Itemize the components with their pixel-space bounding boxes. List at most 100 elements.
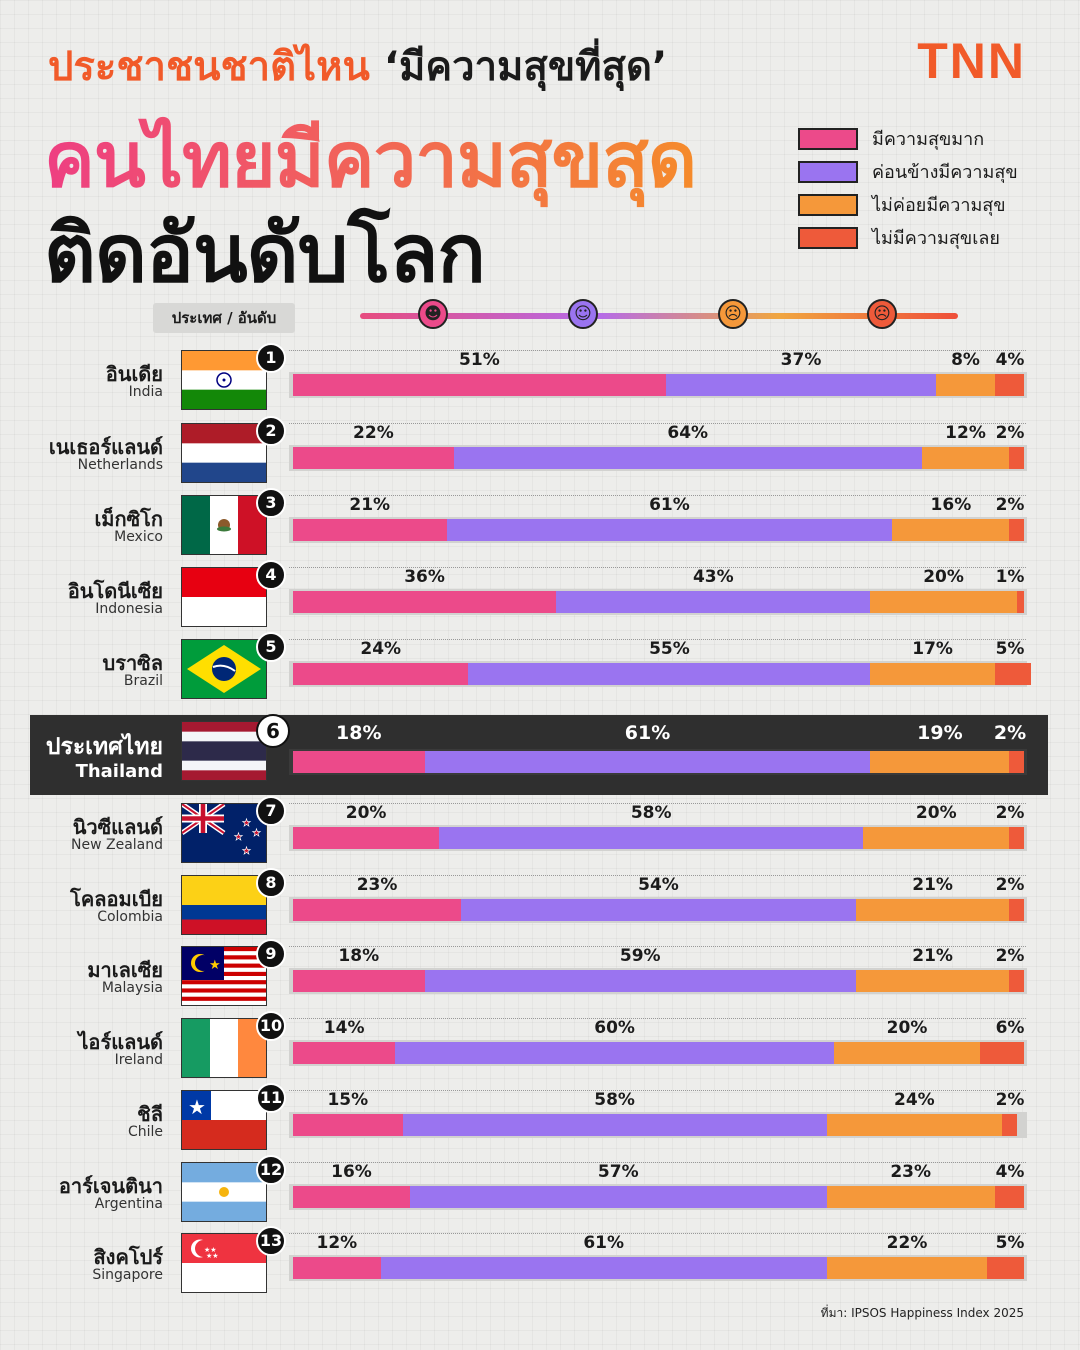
data-label-not-happy: 2% [995,423,1025,443]
bar-segment-rather-happy [424,970,856,992]
mexico-flag-icon [181,495,267,555]
country-name-th: อินโดนีเซีย [67,579,163,603]
stacked-bar [293,1114,1024,1136]
data-label-not-happy: 2% [995,875,1025,895]
rank-badge: 9 [256,939,286,969]
row-divider [289,1162,1026,1163]
rank-badge: 3 [256,488,286,518]
legend-item-not-happy: ไม่มีความสุขเลย [798,221,1018,254]
country-row: สิงคโปร์ Singapore ★★ ★★ 13 12% 61% 22% 5% [0,1226,1080,1305]
bar-segment-not-happy [994,1186,1024,1208]
bar-segment-not-very-happy [826,1186,995,1208]
chile-flag-icon: ★ [181,1090,267,1150]
country-name-en: Malaysia [101,980,163,996]
country-name-en: Mexico [114,529,163,545]
country-row: นิวซีแลนด์ New Zealand ★ ★ ★ ★ 7 20% 58% 20% 2% [0,796,1080,875]
bar-segment-not-happy [1009,827,1024,849]
new-zealand-flag-icon: ★ ★ ★ ★ [181,803,267,863]
row-divider [289,1090,1026,1091]
bar-segment-rather-happy [665,374,937,396]
netherlands-flag-icon [181,423,267,483]
country-name-th: ชิลี [137,1102,163,1126]
data-label-not-very-happy: 20% [915,803,957,823]
svg-text:★★: ★★ [204,1246,217,1254]
headline-question: ประชาชนชาติไหน ‘มีความสุขที่สุด’ [48,34,667,98]
row-divider [289,639,1026,640]
stacked-bar [293,751,1024,773]
bar-segment-very-happy [293,374,666,396]
data-label-very-happy: 36% [404,567,445,587]
data-label-not-happy: 4% [995,1162,1025,1182]
country-name-en: Singapore [92,1267,163,1283]
stacked-bar [293,899,1024,921]
svg-text:★★: ★★ [206,1252,219,1260]
data-label-rather-happy: 37% [780,350,822,370]
bar-segment-not-very-happy [826,1257,988,1279]
data-label-not-happy: 6% [995,1018,1025,1038]
data-label-rather-happy: 55% [649,639,690,659]
row-divider [289,495,1026,496]
ireland-flag-icon [181,1018,267,1078]
country-name-th: เนเธอร์แลนด์ [48,435,163,459]
country-row: ประเทศไทย Thailand 6 18% 61% 19% 2% [0,713,1080,795]
data-label-very-happy: 18% [336,722,382,744]
country-name-en: Argentina [94,1196,163,1212]
colombia-flag-icon [181,875,267,935]
data-label-very-happy: 18% [338,946,380,966]
bar-segment-not-very-happy [892,519,1010,541]
row-divider [289,350,1026,351]
legend-swatch [798,127,858,150]
data-label-rather-happy: 57% [597,1162,639,1182]
data-label-very-happy: 24% [360,639,402,659]
data-label-not-happy: 1% [995,567,1025,587]
bar-segment-not-happy [1009,899,1024,921]
data-label-rather-happy: 59% [619,946,661,966]
country-name-th: บราซิล [102,651,164,675]
bar-segment-rather-happy [468,663,871,685]
rank-badge: 7 [256,796,286,826]
data-label-rather-happy: 58% [594,1090,635,1110]
rank-badge: 12 [256,1155,286,1185]
data-label-not-happy: 2% [995,1090,1025,1110]
bar-segment-very-happy [293,1257,381,1279]
bar-segment-very-happy [293,899,462,921]
data-label-not-very-happy: 21% [912,946,953,966]
svg-text:★: ★ [188,1095,206,1119]
singapore-flag-icon: ★★ ★★ [181,1233,267,1293]
stacked-bar [293,970,1024,992]
data-label-not-very-happy: 24% [893,1090,935,1110]
bar-segment-very-happy [293,1042,396,1064]
bar-segment-rather-happy [424,751,871,773]
data-label-very-happy: 21% [349,495,391,515]
country-name-th: สิงคโปร์ [93,1245,163,1269]
bar-segment-not-very-happy [863,827,1010,849]
bar-segment-very-happy [293,519,447,541]
rank-badge: 11 [256,1083,286,1113]
malaysia-flag-icon: ★ [181,946,267,1006]
country-name-th: ประเทศไทย [45,734,163,760]
india-flag-icon [181,350,267,410]
indonesia-flag-icon [181,567,267,627]
country-name-en: Brazil [123,673,163,689]
data-label-not-very-happy: 12% [945,423,986,443]
legend-swatch [798,193,858,216]
data-label-rather-happy: 60% [594,1018,635,1038]
data-label-not-very-happy: 17% [912,639,953,659]
bar-segment-not-very-happy [936,374,995,396]
data-label-rather-happy: 61% [624,722,671,744]
bar-segment-rather-happy [380,1257,827,1279]
legend-item-very-happy: มีความสุขมาก [798,122,1018,155]
data-label-rather-happy: 64% [667,423,709,443]
bar-segment-not-very-happy [921,447,1010,469]
brazil-flag-icon [181,639,267,699]
data-label-very-happy: 14% [323,1018,365,1038]
headline-question-text: ประชาชนชาติไหน [48,44,370,90]
data-label-very-happy: 22% [353,423,394,443]
data-label-not-happy: 2% [995,495,1025,515]
country-row: อินโดนีเซีย Indonesia 4 36% 43% 20% 1% [0,560,1080,639]
sad-face-icon: ☹ [718,299,748,329]
bar-segment-not-happy [1016,591,1024,613]
argentina-flag-icon [181,1162,267,1222]
data-label-not-happy: 2% [995,803,1025,823]
data-label-not-happy: 5% [995,1233,1025,1253]
